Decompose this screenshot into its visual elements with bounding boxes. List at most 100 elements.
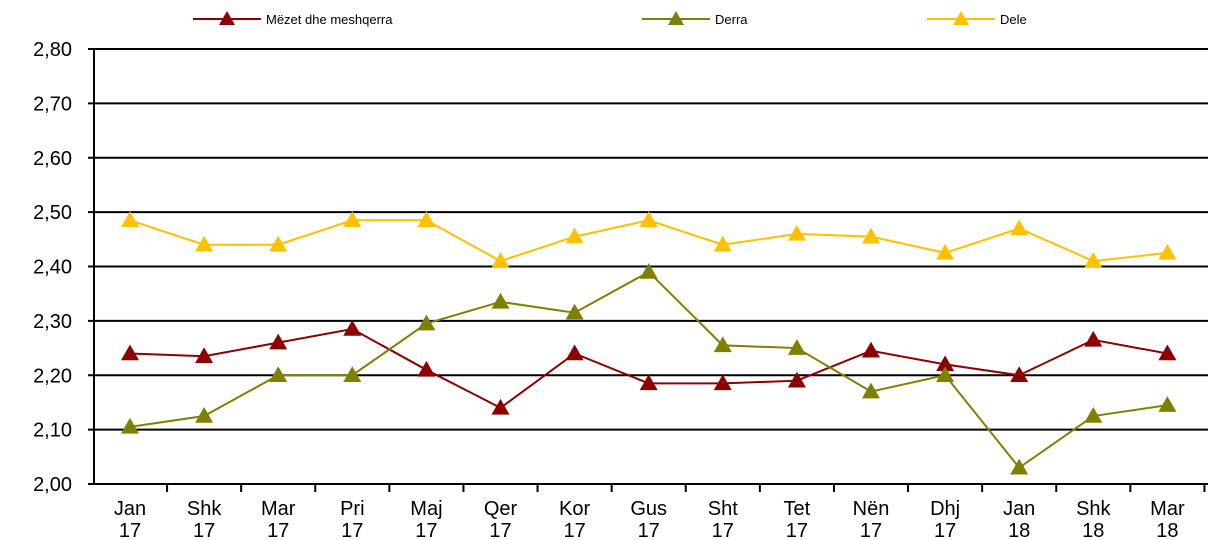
x-tick-label-month: Mar <box>1150 498 1185 520</box>
x-tick-label-year: 17 <box>638 520 660 540</box>
data-point-marker <box>417 360 436 377</box>
data-point-marker <box>121 344 139 361</box>
legend-marker <box>953 11 969 25</box>
series-line <box>129 327 1168 410</box>
data-point-marker <box>269 366 288 382</box>
data-point-marker <box>343 211 362 228</box>
x-tick-label-month: Jan <box>1003 498 1035 520</box>
data-point-marker <box>343 366 362 382</box>
x-tick-label-year: 17 <box>786 520 808 540</box>
x-tick-label-year: 17 <box>712 520 734 540</box>
data-point-marker <box>491 398 510 415</box>
series-line <box>129 270 1168 470</box>
y-tick-label: 2,50 <box>33 202 72 224</box>
data-point-marker <box>936 243 955 260</box>
data-point-marker <box>862 227 880 244</box>
data-point-marker <box>565 227 584 244</box>
x-tick-label-month: Dhj <box>930 498 960 520</box>
data-point-marker <box>936 366 955 382</box>
data-point-marker <box>862 341 880 358</box>
data-point-marker <box>787 224 806 241</box>
x-tick-label-year: 17 <box>563 520 585 540</box>
legend-item: Derra <box>642 11 748 27</box>
x-tick-label-month: Pri <box>340 498 364 520</box>
y-tick-labels: 2,00 2,10 2,20 2,30 2,40 2,50 2,60 2,70 2,80 <box>33 39 72 496</box>
data-point-marker <box>195 347 214 363</box>
data-point-marker <box>1010 366 1029 382</box>
x-tick-label-year: 17 <box>341 520 363 540</box>
data-point-marker <box>787 339 806 355</box>
legend-label: Mëzet dhe meshqerra <box>266 12 393 27</box>
x-tick-labels: Jan17Shk17Mar17Pri17Maj17Qer17Kor17Gus17… <box>114 498 1185 540</box>
y-tick-label: 2,30 <box>33 311 72 333</box>
data-point-marker <box>121 211 139 228</box>
x-tick-label-month: Tet <box>784 498 811 520</box>
data-point-marker <box>1084 407 1103 423</box>
y-tick-label: 2,10 <box>33 420 72 442</box>
x-tick-label-year: 17 <box>193 520 215 540</box>
series-layer <box>121 211 1177 475</box>
data-point-marker <box>565 303 584 320</box>
x-tick-label-month: Gus <box>630 498 667 520</box>
y-tick-label: 2,60 <box>33 148 72 170</box>
y-tick-label: 2,40 <box>33 257 72 279</box>
x-tick-label-year: 18 <box>1156 520 1178 540</box>
data-point-marker <box>1010 458 1029 475</box>
data-point-marker <box>491 252 510 268</box>
series-1 <box>121 262 1177 475</box>
data-point-marker <box>269 333 288 350</box>
data-point-marker <box>639 262 658 279</box>
data-point-marker <box>491 292 510 309</box>
data-point-marker <box>787 371 806 388</box>
data-point-marker <box>1010 219 1029 236</box>
series-2 <box>121 211 1177 268</box>
data-point-marker <box>1158 344 1177 361</box>
data-point-marker <box>565 344 584 361</box>
data-point-marker <box>862 382 880 399</box>
gridlines <box>94 48 1208 431</box>
data-point-marker <box>195 407 214 423</box>
data-point-marker <box>195 235 214 252</box>
x-tick-label-year: 17 <box>267 520 289 540</box>
x-tick-label-year: 18 <box>1082 520 1104 540</box>
x-tick-label-year: 17 <box>489 520 511 540</box>
y-tick-label: 2,70 <box>33 93 72 115</box>
x-tick-label-month: Mar <box>261 498 296 520</box>
x-tick-label-year: 17 <box>119 520 141 540</box>
data-point-marker <box>713 235 732 252</box>
x-tick-label-month: Sht <box>708 498 738 520</box>
legend-label: Derra <box>715 12 748 27</box>
data-point-marker <box>269 235 288 252</box>
x-tick-label-month: Kor <box>559 498 590 520</box>
x-tick-label-month: Maj <box>410 498 442 520</box>
x-tick-label-month: Shk <box>1076 498 1111 520</box>
series-0 <box>121 320 1177 415</box>
data-point-marker <box>1158 243 1177 260</box>
legend-item: Dele <box>927 11 1027 27</box>
data-point-marker <box>1084 252 1103 268</box>
data-point-marker <box>1084 330 1103 347</box>
y-tick-label: 2,80 <box>33 39 72 61</box>
x-tick-label-month: Qer <box>484 498 518 520</box>
x-tick-label-year: 18 <box>1008 520 1030 540</box>
data-point-marker <box>639 211 658 228</box>
x-tick-label-year: 17 <box>415 520 437 540</box>
x-tick-label-year: 17 <box>934 520 956 540</box>
y-tick-label: 2,20 <box>33 365 72 387</box>
data-point-marker <box>639 374 658 391</box>
x-tick-label-month: Nën <box>853 498 890 520</box>
data-point-marker <box>1158 396 1177 412</box>
legend-label: Dele <box>1000 12 1027 27</box>
data-point-marker <box>713 374 732 391</box>
x-tick-label-month: Shk <box>187 498 222 520</box>
legend-item: Mëzet dhe meshqerra <box>193 11 393 27</box>
x-tick-label-year: 17 <box>860 520 882 540</box>
legend-marker <box>219 11 235 25</box>
data-point-marker <box>936 355 955 372</box>
axes <box>88 48 1208 492</box>
data-point-marker <box>713 336 732 353</box>
legend: Mëzet dhe meshqerra Derra Dele <box>193 11 1027 27</box>
data-point-marker <box>417 314 436 331</box>
x-tick-label-month: Jan <box>114 498 146 520</box>
